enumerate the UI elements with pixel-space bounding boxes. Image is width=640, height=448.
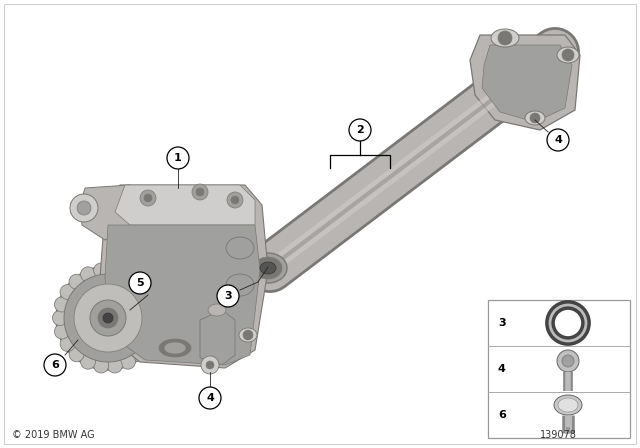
- Circle shape: [562, 49, 574, 61]
- Circle shape: [147, 324, 161, 339]
- Circle shape: [349, 119, 371, 141]
- Circle shape: [217, 285, 239, 307]
- Circle shape: [141, 284, 156, 300]
- Text: 4: 4: [206, 393, 214, 403]
- Ellipse shape: [491, 29, 519, 47]
- Circle shape: [140, 190, 156, 206]
- Polygon shape: [80, 185, 130, 240]
- Circle shape: [227, 192, 243, 208]
- Circle shape: [54, 324, 70, 339]
- Text: © 2019 BMW AG: © 2019 BMW AG: [12, 430, 95, 440]
- Ellipse shape: [226, 237, 254, 259]
- Circle shape: [199, 387, 221, 409]
- Circle shape: [562, 355, 574, 367]
- Polygon shape: [115, 185, 255, 225]
- Text: 1: 1: [174, 153, 182, 163]
- Ellipse shape: [260, 262, 276, 274]
- Ellipse shape: [164, 342, 186, 354]
- Circle shape: [69, 347, 84, 362]
- Circle shape: [54, 297, 70, 312]
- Circle shape: [81, 267, 95, 282]
- Text: 6: 6: [498, 410, 506, 420]
- Ellipse shape: [554, 395, 582, 415]
- Circle shape: [77, 201, 91, 215]
- Ellipse shape: [226, 274, 254, 296]
- Ellipse shape: [159, 339, 191, 357]
- Circle shape: [120, 267, 136, 282]
- Circle shape: [530, 113, 540, 123]
- Circle shape: [144, 194, 152, 202]
- Circle shape: [69, 274, 84, 289]
- Bar: [488, 300, 630, 438]
- Polygon shape: [105, 225, 260, 365]
- Polygon shape: [200, 310, 235, 365]
- Circle shape: [108, 358, 122, 373]
- Circle shape: [129, 272, 151, 294]
- Circle shape: [120, 354, 136, 369]
- Polygon shape: [470, 35, 580, 130]
- Ellipse shape: [239, 328, 257, 342]
- Circle shape: [206, 361, 214, 369]
- Circle shape: [147, 297, 161, 312]
- Ellipse shape: [208, 304, 226, 316]
- Circle shape: [148, 310, 163, 326]
- Text: 5: 5: [136, 278, 144, 288]
- Circle shape: [557, 350, 579, 372]
- Circle shape: [201, 356, 219, 374]
- Text: 2: 2: [356, 125, 364, 135]
- Circle shape: [132, 347, 147, 362]
- Ellipse shape: [249, 253, 287, 283]
- Circle shape: [81, 354, 95, 369]
- Text: 3: 3: [498, 318, 506, 328]
- Circle shape: [192, 184, 208, 200]
- Circle shape: [90, 300, 126, 336]
- Text: 4: 4: [498, 364, 506, 374]
- Ellipse shape: [557, 47, 579, 63]
- Ellipse shape: [558, 398, 578, 412]
- Circle shape: [64, 274, 152, 362]
- Circle shape: [56, 266, 160, 370]
- Circle shape: [196, 188, 204, 196]
- Circle shape: [44, 354, 66, 376]
- Circle shape: [93, 263, 109, 278]
- Ellipse shape: [525, 111, 545, 125]
- Circle shape: [98, 308, 118, 328]
- Circle shape: [132, 274, 147, 289]
- Circle shape: [243, 330, 253, 340]
- Circle shape: [103, 313, 113, 323]
- Text: 4: 4: [554, 135, 562, 145]
- Circle shape: [108, 263, 122, 278]
- Circle shape: [52, 310, 67, 326]
- Circle shape: [93, 358, 109, 373]
- Circle shape: [231, 196, 239, 204]
- Circle shape: [60, 284, 75, 300]
- Ellipse shape: [254, 257, 282, 279]
- Circle shape: [547, 129, 569, 151]
- Circle shape: [60, 336, 75, 351]
- Circle shape: [167, 147, 189, 169]
- Text: 6: 6: [51, 360, 59, 370]
- Circle shape: [141, 336, 156, 351]
- Circle shape: [70, 194, 98, 222]
- Circle shape: [498, 31, 512, 45]
- Text: 3: 3: [224, 291, 232, 301]
- Polygon shape: [482, 45, 572, 122]
- Text: 139078: 139078: [540, 430, 577, 440]
- Polygon shape: [100, 185, 268, 368]
- Circle shape: [74, 284, 142, 352]
